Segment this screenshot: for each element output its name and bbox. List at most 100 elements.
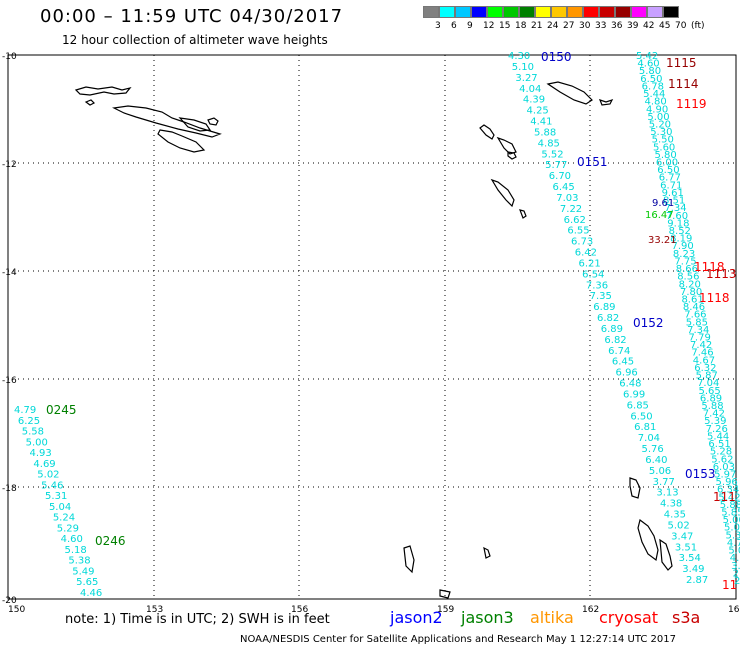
time-label: 0246 xyxy=(95,534,126,548)
swh-value: 6.82 xyxy=(604,335,626,346)
swh-value: 4.04 xyxy=(519,84,541,95)
coastline xyxy=(629,477,641,499)
swh-value: 4.79 xyxy=(14,405,36,416)
legend-swatch xyxy=(663,6,679,18)
swh-value: 6.40 xyxy=(645,455,667,466)
swh-value: 5.97 xyxy=(714,469,736,480)
legend-tick-label: 36 xyxy=(611,21,623,31)
time-label: 0153 xyxy=(685,467,716,481)
swh-value: 8.23 xyxy=(673,249,695,260)
lat-label: -16 xyxy=(2,376,17,386)
legend-tick-label: 70 xyxy=(675,21,687,31)
swh-value: 6.54 xyxy=(582,269,604,280)
lat-label: -18 xyxy=(2,484,17,494)
swh-value: 5.00 xyxy=(724,523,740,534)
swh-value: 5.31 xyxy=(45,491,67,502)
legend-tick-label: 45 xyxy=(659,21,671,31)
swh-value: 5.10 xyxy=(512,62,534,73)
swh-value: 7.66 xyxy=(684,310,706,321)
swh-value-extreme: 9.61 xyxy=(652,198,674,209)
swh-value: 7.79 xyxy=(689,333,711,344)
coastline xyxy=(157,129,206,153)
swh-value: 5.28 xyxy=(710,447,732,458)
time-label: 0151 xyxy=(577,155,608,169)
swh-value: 6.89 xyxy=(601,324,623,335)
legend-swatch xyxy=(631,6,647,18)
swh-value: 5.65 xyxy=(698,386,720,397)
swh-value: 5.49 xyxy=(72,566,94,577)
swh-value: 6.03 xyxy=(713,462,735,473)
coastlines xyxy=(74,81,673,599)
legend-tick-label: 3 xyxy=(435,21,441,31)
swh-value: 7.34 xyxy=(687,325,709,336)
swh-value: 6.32 xyxy=(694,363,716,374)
swh-value: 7.34 xyxy=(664,203,686,214)
legend-swatch xyxy=(535,6,551,18)
legend-tick-label: 42 xyxy=(643,21,655,31)
swh-value: 5.04 xyxy=(49,502,71,513)
swh-value: 3.77 xyxy=(653,477,675,488)
legend-tick-label: 27 xyxy=(563,21,575,31)
swh-value: 4.60 xyxy=(637,59,659,70)
swh-value-extreme: 33.21 xyxy=(648,235,677,246)
swh-value: 6.62 xyxy=(564,215,586,226)
swh-value: 3.68 xyxy=(731,561,740,572)
swh-value: 4.69 xyxy=(33,459,55,470)
swh-value: 7.26 xyxy=(706,424,728,435)
swh-value: 5.62 xyxy=(711,454,733,465)
swh-value: 6.73 xyxy=(571,237,593,248)
coastline xyxy=(659,538,673,571)
swh-value: 5.80 xyxy=(639,66,661,77)
swh-value: 6.00 xyxy=(656,158,678,169)
swh-value: 7.04 xyxy=(638,433,660,444)
swh-value-extreme: 16.47 xyxy=(645,210,674,221)
time-label: 1114 xyxy=(668,77,699,91)
legend-swatch xyxy=(471,6,487,18)
legend-tick-label: (ft) xyxy=(691,21,705,31)
swh-value: 5.65 xyxy=(76,577,98,588)
coastline xyxy=(496,136,517,155)
swh-value: 5.60 xyxy=(653,142,675,153)
swh-value: 4.60 xyxy=(61,534,83,545)
time-label: 11 xyxy=(722,578,737,592)
footer-credit: NOAA/NESDIS Center for Satellite Applica… xyxy=(240,634,676,645)
swh-value: 5.38 xyxy=(68,556,90,567)
swh-value: 4.93 xyxy=(30,448,52,459)
swh-value: 8.20 xyxy=(679,279,701,290)
swh-value: 6.74 xyxy=(608,346,630,357)
swh-value: 6.48 xyxy=(619,379,641,390)
swh-value: 5.44 xyxy=(707,431,729,442)
swh-value: 7.03 xyxy=(556,193,578,204)
lat-label: -20 xyxy=(2,596,17,606)
coastline xyxy=(403,545,415,574)
swh-value: 4.38 xyxy=(660,499,682,510)
swh-value: 5.30 xyxy=(650,127,672,138)
legend-swatch xyxy=(599,6,615,18)
swh-value: 4.25 xyxy=(527,106,549,117)
swh-value: 3.51 xyxy=(675,542,697,553)
swh-value: 5.42 xyxy=(718,492,740,503)
legend-tick-label: 33 xyxy=(595,21,607,31)
grid-lines xyxy=(8,55,736,599)
swh-value: 3.49 xyxy=(682,564,704,575)
swh-value: 5.88 xyxy=(720,500,740,511)
swh-value: 6.85 xyxy=(627,400,649,411)
swh-value: 4.30 xyxy=(730,553,740,564)
swh-value: 5.00 xyxy=(26,437,48,448)
swh-value: 8.56 xyxy=(677,272,699,283)
coastline xyxy=(507,151,517,160)
swh-value: 8.46 xyxy=(683,302,705,313)
swh-value: 6.21 xyxy=(578,258,600,269)
legend-swatch xyxy=(551,6,567,18)
legend-tick-label: 9 xyxy=(467,21,473,31)
satellite-jason2: jason2 xyxy=(390,608,443,627)
coastline xyxy=(637,518,659,562)
swh-value: 5.88 xyxy=(701,401,723,412)
swh-value: 4.39 xyxy=(523,95,545,106)
time-label: 0150 xyxy=(541,50,572,64)
swh-value: 4.80 xyxy=(645,97,667,108)
swh-value: 6.89 xyxy=(700,393,722,404)
swh-value: 7.90 xyxy=(672,241,694,252)
legend-tick-label: 39 xyxy=(627,21,639,31)
swh-value: 6.45 xyxy=(553,182,575,193)
